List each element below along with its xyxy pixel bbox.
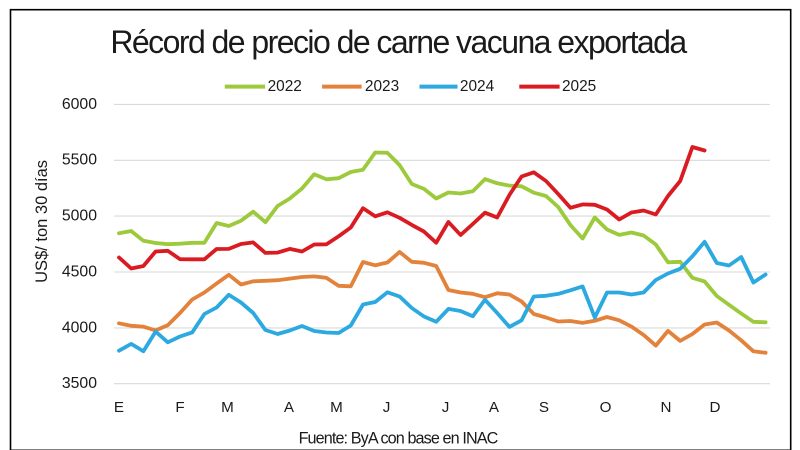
svg-text:D: D (710, 399, 721, 416)
svg-text:J: J (442, 399, 450, 416)
svg-text:O: O (600, 399, 612, 416)
svg-text:2024: 2024 (460, 78, 495, 95)
svg-text:3500: 3500 (62, 375, 97, 392)
svg-text:E: E (114, 399, 124, 416)
svg-text:4000: 4000 (62, 319, 97, 336)
svg-text:2022: 2022 (268, 78, 302, 95)
svg-text:N: N (661, 399, 672, 416)
svg-text:Récord de precio de carne vacu: Récord de precio de carne vacuna exporta… (110, 24, 687, 60)
svg-text:2025: 2025 (562, 78, 596, 95)
svg-text:M: M (221, 399, 234, 416)
svg-text:US$/ ton 30 días: US$/ ton 30 días (33, 160, 51, 283)
svg-text:5500: 5500 (62, 152, 97, 169)
svg-text:4500: 4500 (62, 263, 97, 280)
svg-text:M: M (330, 399, 343, 416)
svg-text:6000: 6000 (62, 96, 97, 113)
svg-text:A: A (284, 399, 295, 416)
svg-text:A: A (489, 399, 500, 416)
svg-text:5000: 5000 (62, 208, 97, 225)
svg-text:2023: 2023 (365, 78, 399, 95)
svg-text:S: S (539, 399, 549, 416)
svg-text:Fuente: ByA con base en INAC: Fuente: ByA con base en INAC (299, 430, 499, 448)
svg-text:J: J (383, 399, 391, 416)
svg-text:F: F (175, 399, 184, 416)
